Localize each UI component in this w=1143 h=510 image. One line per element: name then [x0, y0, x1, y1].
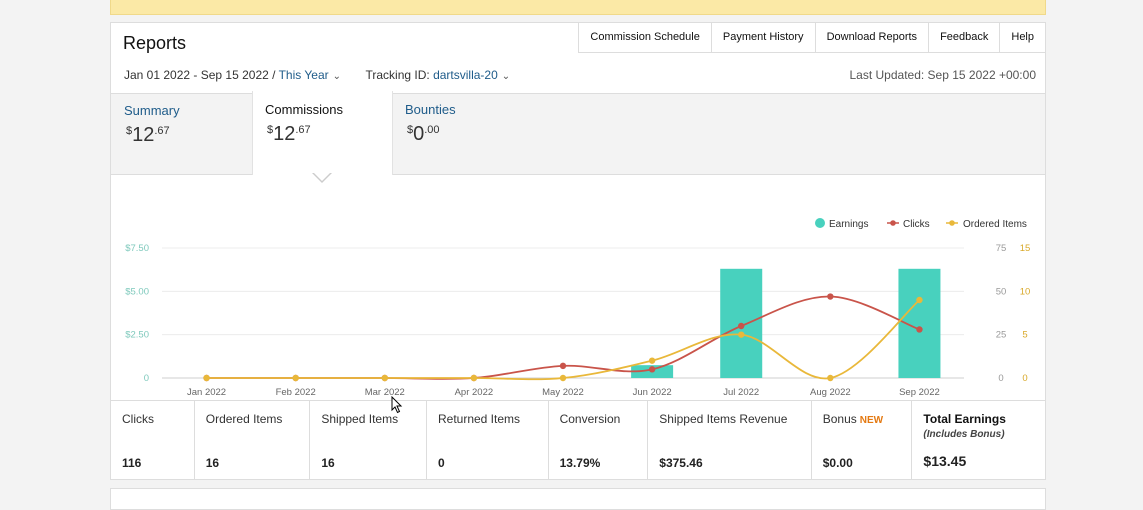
ordered-items-point [203, 374, 210, 382]
tracking-id-value: dartsvilla-20 [433, 68, 498, 82]
clicks-point [648, 366, 656, 373]
commissions-amount: $12.67 [267, 123, 311, 145]
tracking-label: Tracking ID: [365, 68, 430, 82]
stat-bonus: Bonus NEW $0.00 [812, 401, 913, 480]
legend-clicks-label: Clicks [903, 219, 930, 230]
y-right-items-tick-label: 0 [1022, 373, 1027, 384]
stat-shipped-revenue: Shipped Items Revenue $375.46 [648, 401, 812, 480]
x-tick-label: Mar 2022 [365, 387, 405, 398]
payment-history-link[interactable]: Payment History [712, 23, 816, 52]
new-badge: NEW [859, 415, 884, 426]
report-nav: Commission Schedule Payment History Down… [578, 23, 1045, 53]
tab-bounties-label: Bounties [405, 102, 456, 117]
x-tick-label: Feb 2022 [276, 387, 316, 398]
ordered-items-point [470, 374, 478, 382]
y-right-clicks-tick-label: 25 [996, 330, 1007, 341]
period-dropdown-label: This Year [278, 68, 329, 82]
y-left-tick-label: $2.50 [125, 330, 149, 341]
x-tick-label: Jan 2022 [187, 387, 226, 398]
y-left-tick-label: $7.50 [125, 243, 149, 254]
chevron-down-icon: ⌄ [332, 71, 342, 82]
active-tab-pointer [312, 172, 332, 183]
tab-commissions[interactable]: Commissions $12.67 [252, 91, 393, 175]
last-updated: Last Updated: Sep 15 2022 +00:00 [849, 68, 1037, 82]
stat-clicks: Clicks 116 [111, 401, 195, 480]
summary-amount: $12.67 [126, 124, 170, 146]
page-title: Reports [123, 33, 187, 53]
reports-card: Reports Commission Schedule Payment Hist… [110, 22, 1046, 480]
chevron-down-icon: ⌄ [501, 71, 511, 82]
ordered-items-point [292, 374, 299, 382]
x-tick-label: Jun 2022 [633, 387, 672, 398]
mouse-cursor-icon [391, 396, 403, 414]
ordered-items-point [648, 357, 656, 364]
y-right-clicks-tick-label: 50 [996, 286, 1007, 297]
period-dropdown[interactable]: This Year ⌄ [279, 68, 345, 82]
x-tick-label: May 2022 [542, 387, 584, 398]
stat-ordered-items: Ordered Items 16 [195, 401, 311, 480]
x-tick-label: Jul 2022 [723, 387, 759, 398]
y-right-items-tick-label: 10 [1020, 286, 1031, 297]
stat-total-earnings: Total Earnings (Includes Bonus) $13.45 [923, 412, 1006, 469]
next-section-card [110, 488, 1046, 510]
y-left-tick-label: 0 [144, 373, 149, 384]
report-filters: Jan 01 2022 - Sep 15 2022 / This Year ⌄ T… [124, 68, 510, 82]
stat-conversion: Conversion 13.79% [549, 401, 649, 480]
ordered-items-point [916, 296, 923, 304]
feedback-link[interactable]: Feedback [929, 23, 1001, 52]
y-right-clicks-tick-label: 75 [996, 243, 1007, 254]
y-left-tick-label: $5.00 [125, 286, 149, 297]
legend-items-swatch [949, 220, 955, 226]
help-link[interactable]: Help [1011, 31, 1034, 43]
clicks-point [827, 293, 834, 300]
clicks-point [916, 326, 923, 333]
y-right-items-tick-label: 5 [1022, 330, 1027, 341]
earnings-chart: 0 $2.50 $5.00 $7.50 0 25 50 75 0 5 10 15 Jan 2022 Feb… [125, 218, 1031, 398]
commission-schedule-link[interactable]: Commission Schedule [579, 23, 712, 52]
ordered-items-point [381, 374, 388, 382]
clicks-point [738, 322, 745, 330]
download-reports-link[interactable]: Download Reports [816, 23, 930, 52]
x-tick-label: Sep 2022 [899, 387, 940, 398]
stats-row: Clicks 116 Ordered Items 16 Shipped Item… [111, 400, 1045, 480]
clicks-point [559, 362, 567, 370]
legend-items-label: Ordered Items [963, 219, 1027, 230]
x-tick-label: Apr 2022 [455, 387, 494, 398]
tab-summary-label: Summary [124, 103, 180, 118]
ordered-items-point [738, 331, 745, 338]
ordered-items-point [827, 374, 834, 382]
bounties-amount: $0.00 [407, 123, 440, 145]
ordered-items-line [206, 299, 921, 381]
legend-earnings-swatch [815, 218, 825, 228]
ordered-items-point [559, 374, 567, 382]
y-right-clicks-tick-label: 0 [998, 373, 1003, 384]
y-right-items-tick-label: 15 [1020, 243, 1031, 254]
stat-returned-items: Returned Items 0 [427, 401, 549, 480]
tracking-id-dropdown[interactable]: dartsvilla-20 ⌄ [433, 68, 510, 82]
x-tick-label: Aug 2022 [810, 387, 851, 398]
date-range: Jan 01 2022 - Sep 15 2022 / [124, 68, 276, 82]
legend-earnings-label: Earnings [829, 219, 868, 230]
stat-shipped-items: Shipped Items 16 [310, 401, 427, 480]
notice-banner [110, 0, 1046, 15]
tab-commissions-label: Commissions [265, 102, 344, 117]
legend-clicks-swatch [890, 220, 896, 226]
